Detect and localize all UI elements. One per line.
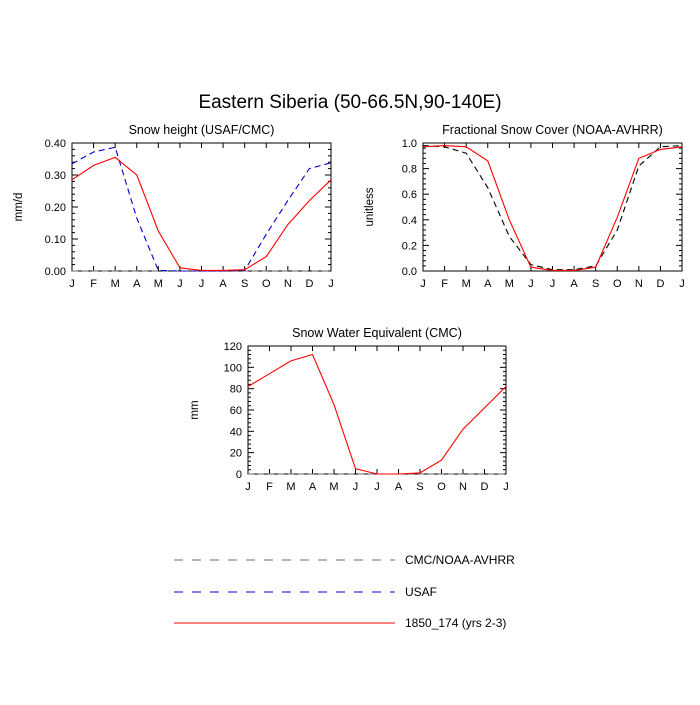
panel-title: Snow Water Equivalent (CMC) xyxy=(292,326,462,340)
x-tick-label: J xyxy=(177,278,183,290)
y-tick-label: 0.0 xyxy=(402,266,417,278)
main-title: Eastern Siberia (50-66.5N,90-140E) xyxy=(198,92,501,113)
series-line-usaf xyxy=(71,146,332,272)
x-tick-label: F xyxy=(266,481,273,493)
series-line-1850-174-yrs-2-3- xyxy=(71,156,332,271)
x-tick-label: A xyxy=(484,278,492,290)
x-tick-label: J xyxy=(550,278,556,290)
x-tick-label: A xyxy=(395,481,403,493)
y-tick-label: 0.2 xyxy=(402,240,417,252)
legend-label: CMC/NOAA-AVHRR xyxy=(405,553,515,567)
x-tick-label: F xyxy=(441,278,448,290)
panel-2: Fractional Snow Cover (NOAA-AVHRR) unitle… xyxy=(364,123,685,290)
panel-title: Fractional Snow Cover (NOAA-AVHRR) xyxy=(442,123,663,137)
y-axis-label: mm xyxy=(189,400,201,419)
plot-frame xyxy=(71,142,332,272)
series-line-1850-174-yrs-2-3- xyxy=(422,145,683,271)
y-tick-label: 0.10 xyxy=(45,234,66,246)
y-tick-label: 40 xyxy=(230,426,242,438)
x-tick-label: D xyxy=(481,481,489,493)
x-tick-label: J xyxy=(199,278,205,290)
x-tick-label: O xyxy=(613,278,622,290)
x-tick-label: J xyxy=(420,278,426,290)
panel-title: Snow height (USAF/CMC) xyxy=(129,123,275,137)
series-line-1850-174-yrs-2-3- xyxy=(247,353,507,475)
x-tick-label: D xyxy=(656,278,664,290)
x-tick-label: N xyxy=(459,481,467,493)
x-tick-label: J xyxy=(528,278,534,290)
x-tick-label: A xyxy=(133,278,141,290)
plot-frame xyxy=(247,345,507,475)
x-tick-label: J xyxy=(328,278,334,290)
y-tick-label: 0.8 xyxy=(402,164,417,176)
x-tick-label: M xyxy=(154,278,163,290)
legend-label: USAF xyxy=(405,585,437,599)
x-tick-label: F xyxy=(90,278,97,290)
y-tick-label: 20 xyxy=(230,448,242,460)
panel-3: Snow Water Equivalent (CMC)mmJ F M A M J J A S O N… xyxy=(189,326,509,493)
x-tick-label: J xyxy=(69,278,75,290)
y-tick-label: 0.20 xyxy=(45,202,66,214)
legend: CMC/NOAA-AVHRR USAF 1850_174 (yrs 2-3) xyxy=(174,553,515,630)
y-tick-label: 100 xyxy=(224,362,242,374)
panel-1: Snow height (USAF/CMC)mm/dJ F M A M J J A S O N D J0… xyxy=(13,123,334,290)
x-tick-label: A xyxy=(570,278,578,290)
x-tick-label: O xyxy=(437,481,446,493)
x-tick-label: S xyxy=(592,278,599,290)
series-line-cmc-noaa-avhrr xyxy=(422,145,683,271)
x-tick-label: J xyxy=(679,278,685,290)
y-tick-label: 60 xyxy=(230,405,242,417)
y-tick-label: 0.4 xyxy=(402,215,417,227)
y-tick-label: 0.6 xyxy=(402,189,417,201)
x-tick-label: M xyxy=(462,278,471,290)
x-tick-label: S xyxy=(416,481,423,493)
x-tick-label: D xyxy=(305,278,313,290)
y-axis-label: mm/d xyxy=(13,193,25,222)
x-tick-label: A xyxy=(219,278,227,290)
x-tick-label: O xyxy=(262,278,271,290)
x-tick-label: N xyxy=(635,278,643,290)
x-tick-label: J xyxy=(245,481,251,493)
x-tick-label: M xyxy=(505,278,514,290)
x-tick-label: J xyxy=(503,481,509,493)
x-tick-label: A xyxy=(309,481,317,493)
y-tick-label: 0 xyxy=(236,469,242,481)
x-tick-label: M xyxy=(286,481,295,493)
y-axis-label: unitless xyxy=(364,187,376,226)
legend-label: 1850_174 (yrs 2-3) xyxy=(405,616,506,630)
x-tick-label: N xyxy=(284,278,292,290)
y-tick-label: 80 xyxy=(230,384,242,396)
y-tick-label: 0.30 xyxy=(45,170,66,182)
y-tick-label: 120 xyxy=(224,341,242,353)
y-tick-label: 0.00 xyxy=(45,266,66,278)
x-tick-label: J xyxy=(353,481,359,493)
panels: Snow height (USAF/CMC)mm/dJ F M A M J J A S O N D J0… xyxy=(13,123,685,493)
x-tick-label: M xyxy=(329,481,338,493)
x-tick-label: S xyxy=(241,278,248,290)
y-tick-label: 1.0 xyxy=(402,138,417,150)
y-tick-label: 0.40 xyxy=(45,138,66,150)
x-tick-label: J xyxy=(374,481,380,493)
x-tick-label: M xyxy=(111,278,120,290)
